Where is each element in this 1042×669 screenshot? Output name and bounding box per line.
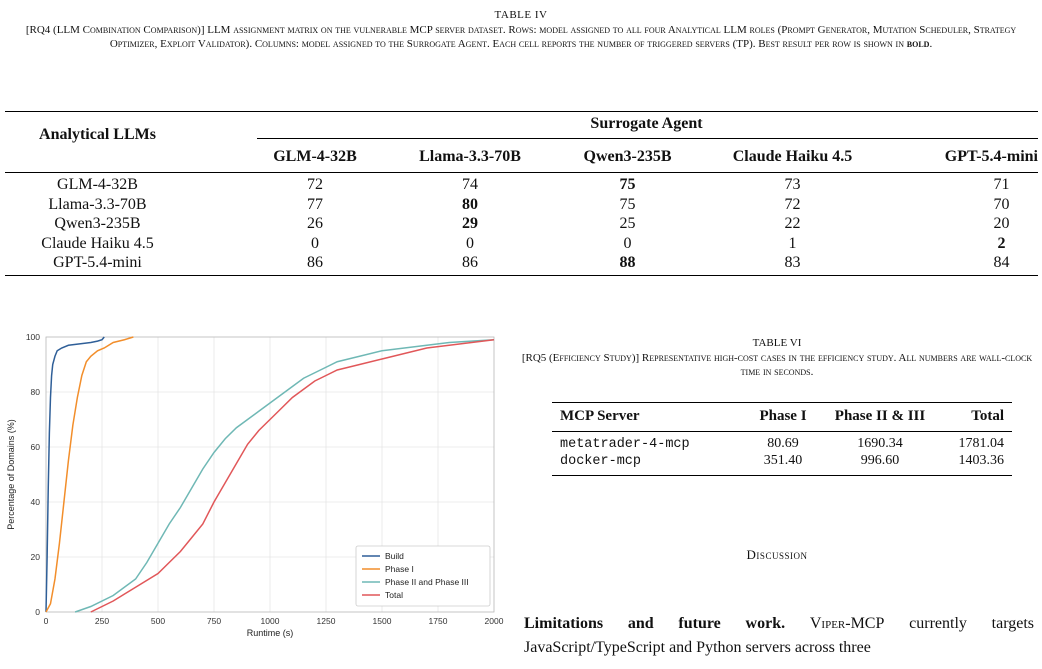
t6-server: docker-mcp bbox=[560, 454, 642, 469]
table-mid-rule bbox=[5, 172, 1038, 173]
col-header: Qwen3-235B bbox=[583, 148, 672, 165]
cdf-runtime-chart: 0 250 500 750 1000 1250 1500 1750 2000 0 20 40 60 80 1… bbox=[0, 328, 505, 653]
table-iv-caption-text: [RQ4 (LLM Combination Comparison)] LLM a… bbox=[25, 24, 1017, 50]
value-cell: 20 bbox=[993, 215, 1010, 232]
row-model: GPT-5.4-mini bbox=[53, 254, 142, 271]
t6-value: 996.60 bbox=[860, 453, 900, 468]
t6-header: MCP Server bbox=[560, 408, 640, 424]
paragraph-lead: Limitations and future work. bbox=[524, 615, 786, 632]
x-tick-label: 1250 bbox=[317, 616, 336, 626]
discussion-paragraph: Limitations and future work. Viper-MCP c… bbox=[524, 612, 1034, 660]
t6-value: 1403.36 bbox=[958, 453, 1005, 468]
value-cell: 75 bbox=[619, 195, 636, 213]
discussion-heading: Discussion bbox=[746, 547, 808, 562]
value-cell: 25 bbox=[619, 215, 636, 232]
table-iv-caption-end: . bbox=[929, 38, 933, 50]
group-rule bbox=[257, 138, 1038, 139]
x-tick-label: 0 bbox=[44, 616, 49, 626]
y-axis-label: Percentage of Domains (%) bbox=[6, 419, 16, 530]
best-value-cell: 2 bbox=[997, 234, 1006, 252]
best-value-cell: 80 bbox=[462, 195, 478, 213]
tool-name: Viper-MCP bbox=[809, 615, 885, 632]
x-tick-label: 500 bbox=[151, 616, 165, 626]
t6-header: Total bbox=[971, 408, 1004, 424]
value-cell: 83 bbox=[784, 254, 801, 271]
y-tick-label: 0 bbox=[35, 607, 40, 617]
row-model: Claude Haiku 4.5 bbox=[41, 234, 154, 252]
y-tick-label: 60 bbox=[31, 442, 41, 452]
t6-value: 1690.34 bbox=[857, 436, 903, 451]
table-vi-caption: [RQ5 (Efficiency Study)] Representative … bbox=[521, 352, 1033, 378]
table-iv-label: TABLE IV bbox=[494, 9, 548, 21]
row-model: Qwen3-235B bbox=[54, 215, 141, 232]
value-cell: 72 bbox=[784, 195, 801, 213]
col-header: GLM-4-32B bbox=[273, 148, 357, 165]
table-vi-mid-rule bbox=[552, 431, 1012, 432]
table-vi-bottom-rule bbox=[552, 475, 1012, 477]
t6-header: Phase II & III bbox=[834, 408, 926, 424]
value-cell: 0 bbox=[623, 234, 632, 252]
value-cell: 86 bbox=[462, 254, 478, 271]
x-axis-label: Runtime (s) bbox=[247, 628, 294, 638]
x-tick-label: 1750 bbox=[429, 616, 448, 626]
y-tick-label: 20 bbox=[31, 552, 41, 562]
best-value-cell: 29 bbox=[462, 215, 478, 232]
x-tick-label: 250 bbox=[95, 616, 109, 626]
value-cell: 86 bbox=[307, 254, 323, 271]
series-line bbox=[45, 336, 134, 613]
value-cell: 26 bbox=[307, 215, 323, 232]
t6-value: 1781.04 bbox=[958, 436, 1005, 451]
value-cell: 73 bbox=[784, 176, 801, 193]
t6-server: metatrader-4-mcp bbox=[560, 437, 690, 452]
row-header: Analytical LLMs bbox=[39, 126, 156, 143]
legend-box bbox=[355, 545, 491, 607]
y-tick-label: 80 bbox=[31, 387, 41, 397]
table-iv-caption-bold: bold bbox=[906, 38, 930, 50]
row-model: Llama-3.3-70B bbox=[48, 195, 147, 213]
legend-label: Build bbox=[385, 551, 404, 561]
legend-label: Phase I bbox=[385, 564, 414, 574]
series-line bbox=[45, 336, 105, 613]
x-tick-label: 2000 bbox=[485, 616, 504, 626]
x-tick-label: 750 bbox=[207, 616, 221, 626]
legend-label: Phase II and Phase III bbox=[385, 577, 469, 587]
legend-label: Total bbox=[385, 590, 403, 600]
table-iv-caption: [RQ4 (LLM Combination Comparison)] LLM a… bbox=[8, 23, 1034, 51]
t6-value: 80.69 bbox=[767, 436, 799, 451]
col-group-header: Surrogate Agent bbox=[590, 115, 703, 132]
x-tick-label: 1000 bbox=[261, 616, 280, 626]
x-tick-label: 1500 bbox=[373, 616, 392, 626]
value-cell: 74 bbox=[462, 176, 478, 193]
series-line bbox=[90, 339, 495, 613]
col-header: GPT-5.4-mini bbox=[944, 148, 1038, 165]
row-model: GLM-4-32B bbox=[57, 176, 138, 193]
table-vi-top-rule bbox=[552, 402, 1012, 404]
value-cell: 0 bbox=[311, 234, 319, 252]
t6-value: 351.40 bbox=[763, 453, 803, 468]
value-cell: 22 bbox=[784, 215, 801, 232]
value-cell: 77 bbox=[307, 195, 323, 213]
y-tick-label: 100 bbox=[26, 332, 40, 342]
best-value-cell: 88 bbox=[619, 254, 636, 271]
value-cell: 70 bbox=[993, 195, 1010, 213]
value-cell: 72 bbox=[307, 176, 323, 193]
value-cell: 1 bbox=[788, 234, 797, 252]
series-line bbox=[74, 339, 495, 613]
table-top-rule bbox=[5, 111, 1038, 113]
value-cell: 71 bbox=[993, 176, 1010, 193]
plot-frame bbox=[45, 336, 495, 613]
best-value-cell: 75 bbox=[619, 176, 636, 193]
col-header: Claude Haiku 4.5 bbox=[732, 148, 853, 165]
y-tick-label: 40 bbox=[31, 497, 41, 507]
col-header: Llama-3.3-70B bbox=[419, 148, 521, 165]
table-bottom-rule bbox=[5, 275, 1038, 277]
t6-header: Phase I bbox=[759, 408, 807, 424]
value-cell: 84 bbox=[993, 254, 1010, 271]
table-vi-label: TABLE VI bbox=[752, 337, 802, 349]
paragraph-text: currently targets JavaScript/TypeScript … bbox=[524, 615, 1035, 656]
value-cell: 0 bbox=[466, 234, 474, 252]
chart-svg: 0 250 500 750 1000 1250 1500 1750 2000 0 20 40 60 80 1… bbox=[6, 332, 504, 638]
